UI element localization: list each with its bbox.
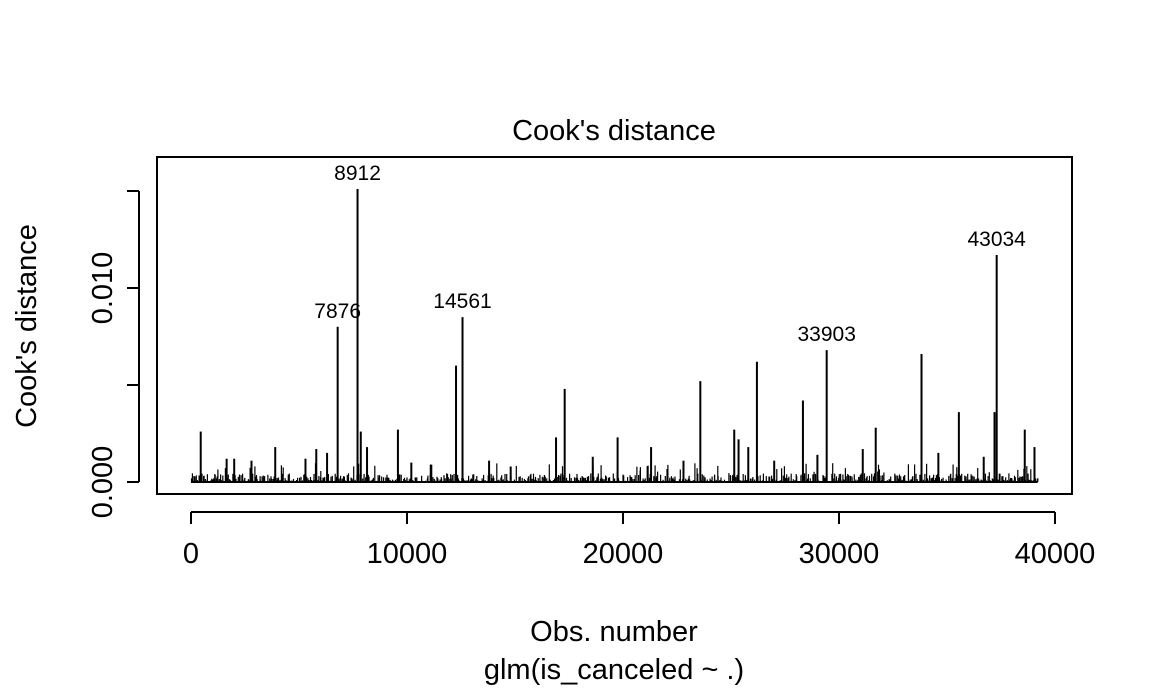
point-label: 33903 xyxy=(797,323,855,346)
x-axis-label: Obs. number xyxy=(530,616,698,648)
y-tick-label: 0.010 xyxy=(87,252,119,325)
point-label: 14561 xyxy=(433,290,491,313)
x-tick-label: 20000 xyxy=(583,538,664,570)
x-tick-label: 30000 xyxy=(799,538,880,570)
y-tick-label: 0.000 xyxy=(87,446,119,519)
x-tick-label: 40000 xyxy=(1015,538,1096,570)
point-label: 43034 xyxy=(967,228,1026,251)
y-axis: 0.000 0.010 xyxy=(87,190,140,519)
x-axis: 0 10000 20000 30000 40000 xyxy=(183,511,1096,570)
point-label: 7876 xyxy=(314,300,361,323)
plot-frame xyxy=(156,156,1073,495)
chart-title: Cook's distance xyxy=(512,115,716,147)
y-axis-label: Cook's distance xyxy=(11,224,43,428)
chart-subtitle: glm(is_canceled ~ .) xyxy=(484,654,744,686)
x-tick-label: 10000 xyxy=(367,538,448,570)
x-tick-label: 0 xyxy=(183,538,199,570)
point-labels: 8912 7876 14561 33903 43034 xyxy=(314,162,1026,346)
data-spikes xyxy=(190,189,1039,483)
point-label: 8912 xyxy=(334,162,381,185)
